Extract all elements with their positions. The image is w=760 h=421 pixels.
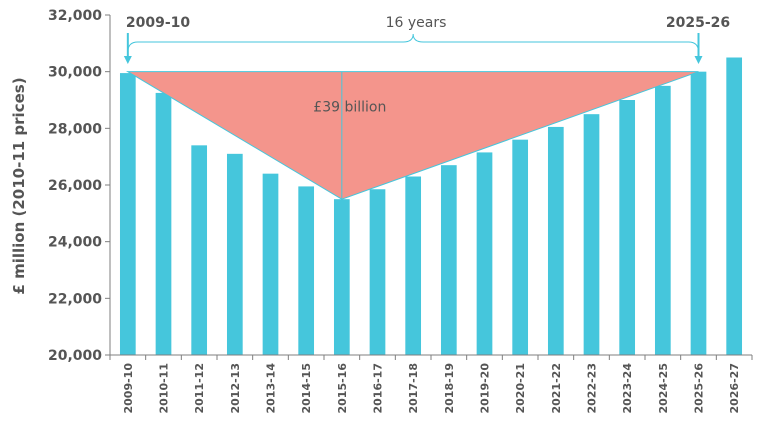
y-tick-label: 26,000	[48, 178, 102, 194]
x-axis: 2009-10 2010-11 2011-12 2012-13 2013-14 2014-…	[109, 354, 753, 414]
bar	[476, 152, 493, 355]
y-tick-label: 30,000	[48, 65, 102, 81]
bar	[440, 165, 457, 355]
bar	[369, 189, 386, 355]
shortfall-area: £39 billion	[126, 71, 699, 200]
y-axis-label: £ million (2010-11 prices)	[10, 77, 28, 294]
x-tick-label: 2021-22	[550, 363, 563, 414]
x-tick-label: 2014-15	[300, 363, 313, 414]
area-label: £39 billion	[313, 100, 386, 116]
end-arrow-head	[694, 56, 703, 64]
bar	[191, 145, 208, 355]
x-tick-label: 2022-23	[586, 363, 599, 414]
bar	[726, 57, 743, 355]
y-axis: 20,000 22,000 24,000 26,000 28,000 30,000 32,0…	[48, 8, 111, 364]
x-tick-label: 2012-13	[229, 363, 242, 414]
bar	[654, 85, 671, 355]
bar	[512, 139, 529, 355]
bar	[262, 173, 279, 355]
x-tick-label: 2017-18	[407, 363, 420, 414]
y-tick-label: 22,000	[48, 291, 102, 307]
bar	[155, 92, 172, 356]
shortfall-triangle	[126, 71, 699, 200]
end-year-label: 2025-26	[666, 15, 730, 31]
y-tick-label: 20,000	[48, 348, 102, 364]
bar	[690, 71, 707, 356]
start-year-label: 2009-10	[126, 15, 191, 31]
x-tick-label: 2023-24	[621, 363, 634, 414]
y-tick-label: 32,000	[48, 8, 102, 24]
start-arrow-head	[123, 56, 132, 64]
y-tick-label: 24,000	[48, 235, 102, 251]
x-tick-label: 2019-20	[479, 363, 492, 414]
x-tick-label: 2015-16	[336, 363, 349, 414]
x-tick-label: 2024-25	[657, 363, 670, 414]
x-tick-label: 2011-12	[193, 363, 206, 414]
annotations: 2009-10 2025-26 16 years	[123, 15, 730, 64]
x-tick-label: 2020-21	[514, 363, 527, 414]
bar	[226, 153, 243, 355]
bar	[619, 100, 636, 355]
bar	[298, 186, 315, 355]
bar	[405, 176, 422, 355]
bar	[119, 73, 136, 355]
bar	[583, 114, 600, 356]
span-brace	[127, 33, 699, 53]
x-tick-label: 2025-26	[693, 363, 706, 414]
bar	[547, 126, 564, 356]
bars-group	[119, 57, 743, 356]
span-label: 16 years	[386, 15, 447, 31]
bar	[333, 199, 350, 355]
x-tick-label: 2010-11	[158, 363, 171, 414]
x-tick-label: 2013-14	[265, 363, 278, 414]
x-tick-label: 2009-10	[122, 363, 135, 414]
x-tick-label: 2018-19	[443, 363, 456, 414]
x-tick-label: 2016-17	[372, 363, 385, 414]
x-tick-label: 2026-27	[728, 363, 741, 414]
y-tick-label: 28,000	[48, 121, 102, 137]
